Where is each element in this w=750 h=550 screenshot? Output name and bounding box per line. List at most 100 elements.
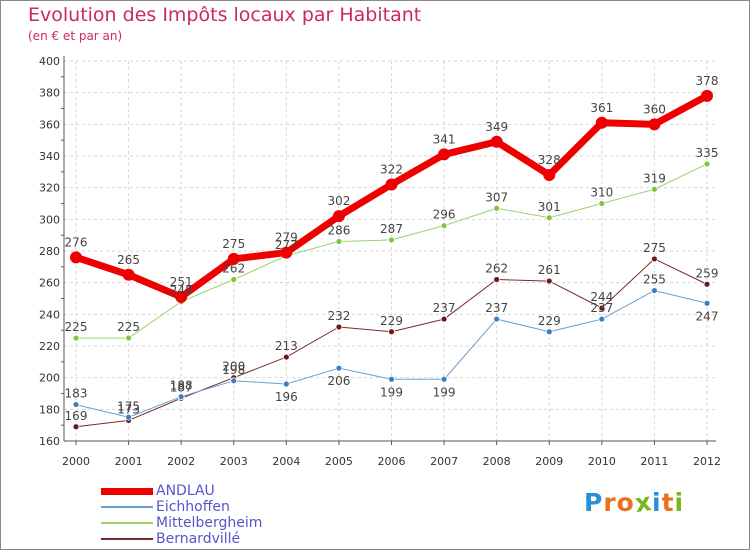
data-label: 200 — [222, 360, 245, 374]
chart-title: Evolution des Impôts locaux par Habitant — [28, 4, 422, 26]
legend-label: Mittelbergheim — [156, 515, 263, 531]
data-point — [385, 178, 398, 191]
data-point — [280, 246, 293, 259]
x-tick-label: 2005 — [325, 455, 353, 468]
data-point — [388, 328, 395, 336]
data-point — [440, 315, 448, 323]
data-label: 199 — [433, 385, 456, 399]
data-label: 232 — [327, 309, 350, 323]
data-point — [438, 148, 451, 161]
y-tick-label: 380 — [39, 87, 60, 100]
y-tick-label: 360 — [39, 118, 60, 131]
data-label: 361 — [590, 101, 613, 115]
data-label: 237 — [590, 301, 613, 315]
series-layer — [70, 89, 713, 431]
data-point — [651, 185, 658, 193]
x-tick-label: 2003 — [220, 455, 248, 468]
data-label: 225 — [117, 320, 140, 334]
data-label: 169 — [65, 409, 88, 423]
data-label: 360 — [643, 102, 666, 116]
data-point — [440, 375, 448, 383]
y-tick-label: 180 — [39, 403, 60, 416]
data-label: 261 — [538, 263, 561, 277]
data-label: 237 — [485, 301, 508, 315]
legend-label: Bernardvillé — [156, 531, 241, 547]
data-point — [177, 393, 185, 401]
data-label: 229 — [380, 314, 403, 328]
data-label: 301 — [538, 200, 561, 214]
data-point — [598, 315, 606, 323]
data-label: 307 — [485, 190, 508, 204]
data-point — [388, 375, 395, 383]
data-label: 196 — [275, 390, 298, 404]
data-point — [651, 287, 658, 294]
data-point — [227, 252, 240, 265]
proxiti-logo: Proxiti — [584, 486, 685, 519]
data-label: 198 — [222, 363, 245, 377]
data-point — [70, 251, 82, 264]
data-point — [72, 401, 80, 408]
data-point — [490, 135, 503, 148]
y-tick-label: 280 — [39, 245, 60, 258]
data-label: 183 — [65, 387, 88, 401]
data-label: 175 — [117, 399, 140, 413]
data-point — [493, 315, 501, 323]
data-label: 296 — [433, 208, 456, 222]
chart-subtitle: (en € et par an) — [28, 29, 123, 43]
data-point — [125, 413, 132, 421]
data-label: 310 — [590, 186, 613, 200]
legend-label: ANDLAU — [156, 483, 215, 499]
data-label: 275 — [643, 241, 666, 255]
data-label: 262 — [485, 262, 508, 276]
data-label: 225 — [65, 320, 88, 334]
data-label: 275 — [222, 237, 245, 251]
data-label: 244 — [590, 290, 613, 304]
x-tick-label: 2011 — [640, 455, 668, 468]
data-point — [543, 169, 556, 181]
data-point — [545, 214, 553, 222]
x-tick-label: 2004 — [272, 455, 300, 468]
legend-label: Eichhoffen — [156, 499, 230, 515]
x-tick-label: 2007 — [430, 455, 458, 468]
series-andlau — [70, 89, 713, 303]
data-point — [335, 364, 343, 372]
data-label: 248 — [170, 284, 193, 298]
data-label: 206 — [327, 374, 350, 388]
data-point — [125, 334, 132, 342]
legend-swatch — [101, 522, 153, 524]
data-point — [703, 280, 711, 288]
data-label: 251 — [170, 275, 193, 289]
data-point — [335, 323, 343, 331]
data-label: 279 — [275, 231, 298, 245]
y-tick-label: 320 — [39, 182, 60, 195]
x-tick-label: 2006 — [378, 455, 406, 468]
y-tick-label: 200 — [39, 372, 60, 385]
data-label: 319 — [643, 171, 666, 185]
data-label: 259 — [696, 266, 719, 280]
data-point — [595, 116, 608, 129]
data-label: 287 — [380, 222, 403, 236]
data-point — [703, 160, 711, 168]
series-eichhoffen — [72, 287, 711, 421]
x-tick-label: 2008 — [483, 455, 511, 468]
data-label: 335 — [696, 146, 719, 160]
grid — [64, 60, 716, 442]
data-label: 276 — [65, 235, 88, 249]
data-point — [230, 377, 238, 385]
y-tick-label: 160 — [39, 435, 60, 448]
y-tick-label: 260 — [39, 277, 60, 290]
data-label: 328 — [538, 153, 561, 167]
data-label: 237 — [433, 301, 456, 315]
y-tick-label: 340 — [39, 150, 60, 163]
data-label: 187 — [170, 380, 193, 394]
data-label: 255 — [643, 273, 666, 287]
y-tick-label: 300 — [39, 213, 60, 226]
legend-swatch — [101, 538, 153, 540]
data-labels: 169 173 187 200 213 232 229 237 262 261 244 275 259 1… — [65, 74, 719, 423]
y-tick-label: 220 — [39, 340, 60, 353]
data-point — [703, 299, 711, 307]
data-point — [122, 268, 135, 281]
data-point — [545, 328, 553, 336]
